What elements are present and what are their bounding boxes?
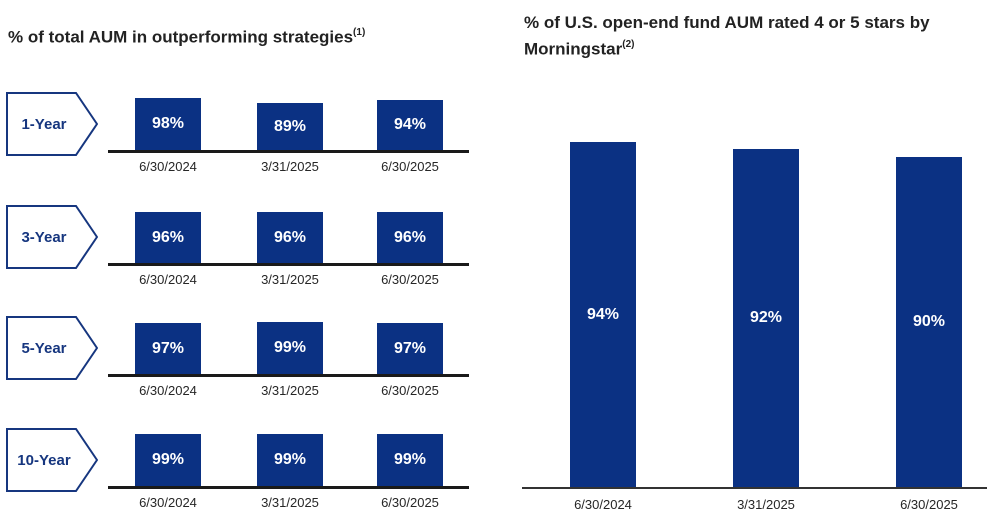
bar-value-label: 99% [151, 451, 185, 468]
chevron-shape [6, 205, 99, 269]
x-tick-label: 6/30/2024 [139, 495, 197, 510]
row-label: 3-Year [21, 228, 67, 246]
bar-value-label: 99% [273, 451, 307, 468]
chevron-shape [6, 428, 99, 492]
bar: 99% [377, 434, 443, 486]
bar: 99% [257, 434, 323, 486]
bar-value-label: 89% [273, 117, 307, 135]
x-tick-label: 6/30/2024 [139, 383, 197, 398]
x-tick-label: 6/30/2025 [381, 495, 439, 510]
bar: 98% [135, 98, 201, 150]
bar: 99% [135, 434, 201, 486]
bar-value-label: 97% [393, 339, 427, 357]
bar-value-label: 92% [749, 309, 783, 326]
bar-value-label: 99% [393, 451, 427, 468]
bar: 89% [257, 103, 323, 150]
bar-value-label: 96% [151, 228, 185, 246]
row-label: 5-Year [21, 339, 67, 357]
axis-line [108, 486, 469, 489]
row-label: 10-Year [17, 451, 71, 469]
bar-value-label: 99% [273, 339, 307, 356]
chevron-shape [6, 92, 99, 156]
x-tick-label: 3/31/2025 [737, 497, 795, 512]
left-chart-title-footnote-marker: (1) [353, 27, 366, 38]
x-tick-label: 3/31/2025 [261, 495, 319, 510]
x-tick-label: 6/30/2025 [900, 497, 958, 512]
bar-value-label: 96% [393, 228, 427, 246]
x-tick-label: 6/30/2025 [381, 383, 439, 398]
bar: 97% [377, 323, 443, 374]
bar: 96% [135, 212, 201, 263]
bar-value-label: 90% [912, 313, 946, 330]
x-tick-label: 6/30/2024 [139, 272, 197, 287]
row-label-chevron: 1-Year [6, 92, 99, 156]
axis-line [108, 374, 469, 377]
bar-value-label: 94% [393, 116, 427, 133]
x-tick-label: 6/30/2024 [139, 159, 197, 174]
axis-line [108, 150, 469, 153]
bar: 97% [135, 323, 201, 374]
bar: 94% [377, 100, 443, 150]
x-tick-label: 3/31/2025 [261, 272, 319, 287]
x-tick-label: 6/30/2025 [381, 159, 439, 174]
bar: 94% [570, 142, 636, 487]
right-chart-title-line2: Morningstar [524, 39, 623, 59]
left-chart-title-text: % of total AUM in outperforming strategi… [8, 27, 354, 47]
bar-value-label: 97% [151, 339, 185, 357]
left-chart-title: % of total AUM in outperforming strategi… [8, 22, 365, 49]
axis-line [108, 263, 469, 266]
right-chart-title: % of U.S. open-end fund AUM rated 4 or 5… [524, 11, 930, 61]
row-label: 1-Year [21, 115, 67, 133]
x-tick-label: 3/31/2025 [261, 159, 319, 174]
row-label-chevron: 5-Year [6, 316, 99, 380]
axis-line [522, 487, 987, 489]
bar: 90% [896, 157, 962, 487]
x-tick-label: 6/30/2025 [381, 272, 439, 287]
chevron-shape [6, 316, 99, 380]
right-chart-title-footnote-marker: (2) [622, 39, 635, 50]
bar: 99% [257, 322, 323, 374]
bar-value-label: 96% [273, 228, 307, 246]
row-label-chevron: 10-Year [6, 428, 99, 492]
x-tick-label: 3/31/2025 [261, 383, 319, 398]
bar-value-label: 98% [151, 115, 185, 132]
row-label-chevron: 3-Year [6, 205, 99, 269]
x-tick-label: 6/30/2024 [574, 497, 632, 512]
right-chart-title-line1: % of U.S. open-end fund AUM rated 4 or 5… [524, 13, 930, 32]
bar: 96% [377, 212, 443, 263]
bar: 96% [257, 212, 323, 263]
bar-value-label: 94% [586, 305, 620, 323]
bar: 92% [733, 149, 799, 487]
